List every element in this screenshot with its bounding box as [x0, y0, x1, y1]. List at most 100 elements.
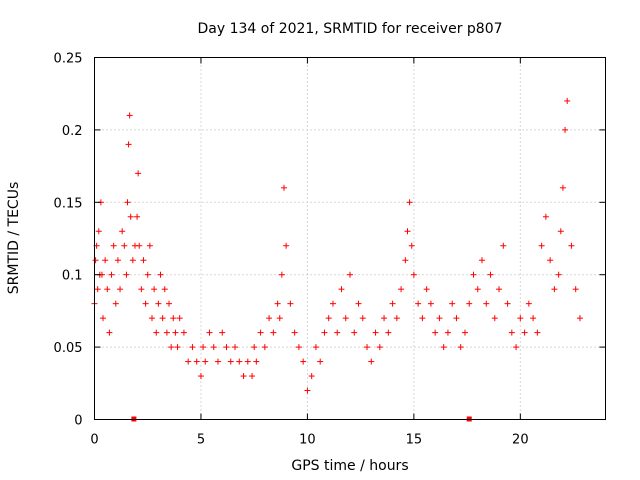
data-point [530, 315, 537, 322]
data-point [232, 344, 239, 351]
data-point [538, 242, 545, 249]
data-point [517, 315, 524, 322]
data-point [170, 315, 177, 322]
data-point [159, 315, 166, 322]
data-point [146, 242, 153, 249]
data-point [197, 373, 204, 380]
data-point [542, 213, 549, 220]
data-point [125, 141, 132, 148]
data-point [551, 286, 558, 293]
data-point [338, 286, 345, 293]
data-point [568, 242, 575, 249]
data-point [308, 373, 315, 380]
data-point [508, 329, 515, 336]
plot-frame [94, 57, 606, 420]
data-point [525, 300, 532, 307]
data-point [176, 315, 183, 322]
data-point [500, 242, 507, 249]
data-point [108, 271, 115, 278]
data-point [381, 315, 388, 322]
data-point [321, 329, 328, 336]
data-point [334, 329, 341, 336]
data-point [457, 344, 464, 351]
data-point [136, 242, 143, 249]
data-point [295, 344, 302, 351]
y-tick-label: 0.2 [62, 124, 83, 139]
data-point [559, 184, 566, 191]
y-axis-label: SRMTID / TECUs [6, 182, 22, 295]
data-point [351, 329, 358, 336]
data-point [95, 228, 102, 235]
data-point [112, 300, 119, 307]
grid [94, 57, 606, 420]
data-point [270, 329, 277, 336]
data-point [487, 271, 494, 278]
data-point [385, 329, 392, 336]
data-point [562, 126, 569, 133]
data-point [470, 271, 477, 278]
data-point [453, 315, 460, 322]
x-tick-label: 10 [299, 433, 316, 448]
data-point [423, 286, 430, 293]
data-point [283, 242, 290, 249]
data-point [419, 315, 426, 322]
data-point [266, 315, 273, 322]
data-point [440, 344, 447, 351]
data-point [355, 300, 362, 307]
data-point [521, 329, 528, 336]
data-point [376, 344, 383, 351]
data-point [189, 344, 196, 351]
data-point [148, 315, 155, 322]
data-point [347, 271, 353, 278]
data-point [129, 257, 136, 264]
x-tick-label: 5 [197, 433, 205, 448]
data-point [398, 286, 405, 293]
data-point [276, 315, 283, 322]
data-point [92, 257, 99, 264]
data-point [123, 271, 130, 278]
data-point [364, 344, 371, 351]
data-point [110, 242, 117, 249]
data-point [325, 315, 332, 322]
data-point [557, 228, 564, 235]
data-point [210, 344, 217, 351]
data-point [104, 286, 111, 293]
y-tick-label: 0.15 [54, 196, 83, 211]
data-point [479, 257, 486, 264]
data-point [240, 373, 247, 380]
data-point [576, 315, 583, 322]
data-point [372, 329, 379, 336]
data-point [359, 315, 366, 322]
data-point [202, 358, 209, 365]
data-points [91, 97, 583, 394]
data-point [206, 329, 213, 336]
data-point [444, 329, 451, 336]
data-point [449, 300, 456, 307]
data-point [200, 344, 207, 351]
data-point [172, 329, 179, 336]
data-point [368, 358, 375, 365]
data-point [513, 344, 520, 351]
data-point [415, 300, 422, 307]
data-point [174, 344, 181, 351]
data-point [155, 300, 162, 307]
data-point [304, 387, 311, 394]
data-point [555, 271, 562, 278]
data-point [140, 257, 147, 264]
x-tick-label: 0 [90, 433, 98, 448]
y-tick-label: 0.05 [54, 341, 83, 356]
data-point [100, 315, 107, 322]
x-axis-label: GPS time / hours [291, 458, 408, 474]
data-point [102, 257, 109, 264]
data-point [144, 271, 151, 278]
data-point [163, 329, 170, 336]
data-point [117, 286, 124, 293]
data-point [461, 329, 468, 336]
data-point [193, 358, 200, 365]
y-tick-label: 0 [74, 414, 82, 429]
data-point [483, 300, 490, 307]
data-point [474, 286, 481, 293]
data-point [504, 300, 511, 307]
data-point [280, 184, 287, 191]
